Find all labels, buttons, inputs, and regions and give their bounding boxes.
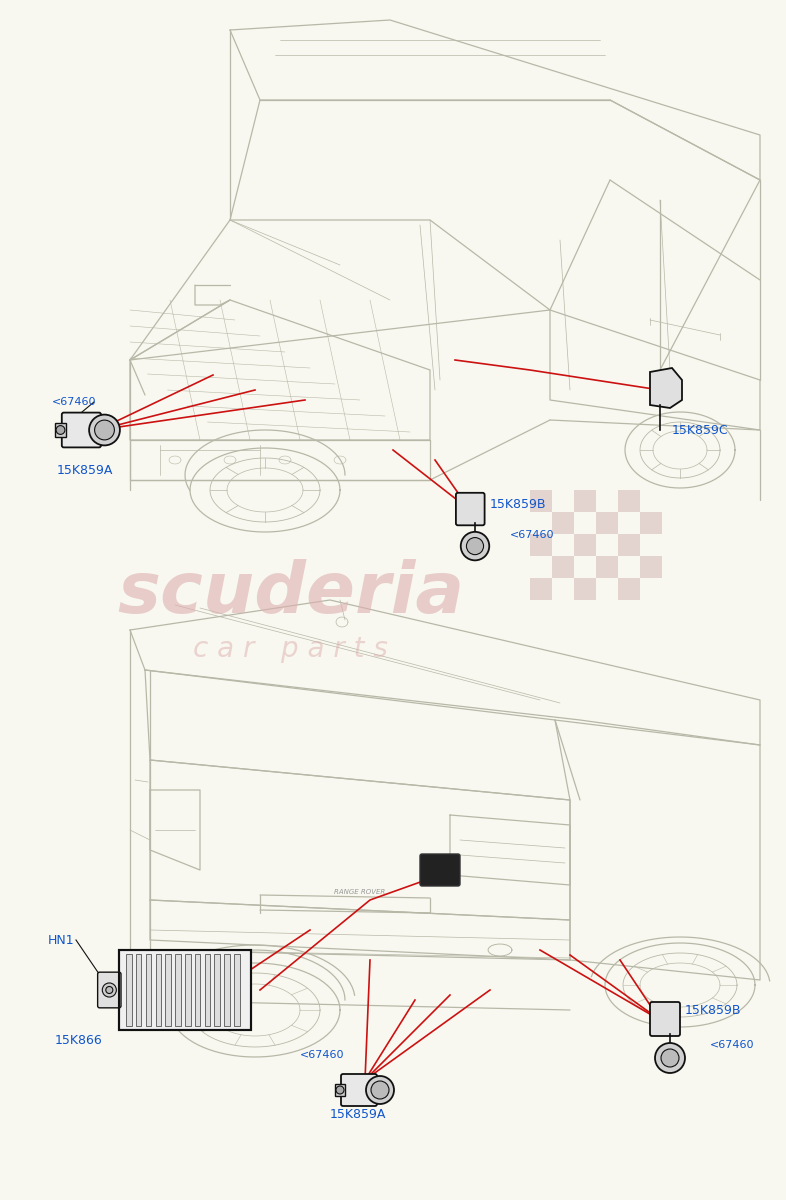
Text: 15K859B: 15K859B [490,498,546,511]
Bar [175,954,181,1026]
Text: <67460: <67460 [510,530,554,540]
Bar [552,512,574,534]
Text: <67460: <67460 [300,1050,344,1060]
Text: 15K859A: 15K859A [57,463,113,476]
Circle shape [336,1086,344,1094]
Bar [204,954,210,1026]
Bar [165,954,171,1026]
FancyBboxPatch shape [420,854,460,886]
Bar [145,954,151,1026]
Bar [215,954,220,1026]
FancyBboxPatch shape [62,413,101,448]
Circle shape [461,532,489,560]
Bar [530,578,552,600]
Text: 15K866: 15K866 [55,1033,103,1046]
Bar [574,578,596,600]
Circle shape [366,1076,394,1104]
Text: HN1: HN1 [48,934,75,947]
Bar [574,534,596,556]
Circle shape [56,426,65,434]
Bar [234,954,240,1026]
Bar [640,556,662,578]
Text: 15K859B: 15K859B [685,1003,741,1016]
Bar [55,424,66,437]
Bar [156,954,161,1026]
FancyBboxPatch shape [97,972,121,1008]
Bar [618,534,640,556]
Text: 15K859C: 15K859C [672,424,729,437]
Text: scuderia: scuderia [117,559,465,629]
Circle shape [661,1049,679,1067]
Bar [136,954,141,1026]
Circle shape [89,415,120,445]
Text: c a r   p a r t s: c a r p a r t s [193,635,388,662]
Bar [119,950,251,1030]
Text: <67460: <67460 [52,397,97,407]
Circle shape [466,538,483,554]
Text: RANGE ROVER: RANGE ROVER [334,889,386,895]
Bar [618,578,640,600]
Circle shape [94,420,115,440]
FancyBboxPatch shape [341,1074,377,1106]
Circle shape [371,1081,389,1099]
Bar [574,490,596,512]
Bar [596,512,618,534]
Bar [195,954,200,1026]
Text: 15K859A: 15K859A [330,1109,387,1122]
Text: <67460: <67460 [710,1040,755,1050]
Bar [185,954,190,1026]
Circle shape [106,986,113,994]
Bar [530,534,552,556]
FancyBboxPatch shape [650,1002,680,1036]
Bar [618,490,640,512]
Bar [126,954,131,1026]
Bar [530,490,552,512]
Bar [640,512,662,534]
Bar [119,950,251,1030]
Bar [224,954,230,1026]
Polygon shape [650,368,682,408]
FancyBboxPatch shape [456,493,485,526]
Circle shape [102,983,116,997]
Bar [335,1084,345,1096]
Bar [596,556,618,578]
Circle shape [655,1043,685,1073]
Bar [552,556,574,578]
